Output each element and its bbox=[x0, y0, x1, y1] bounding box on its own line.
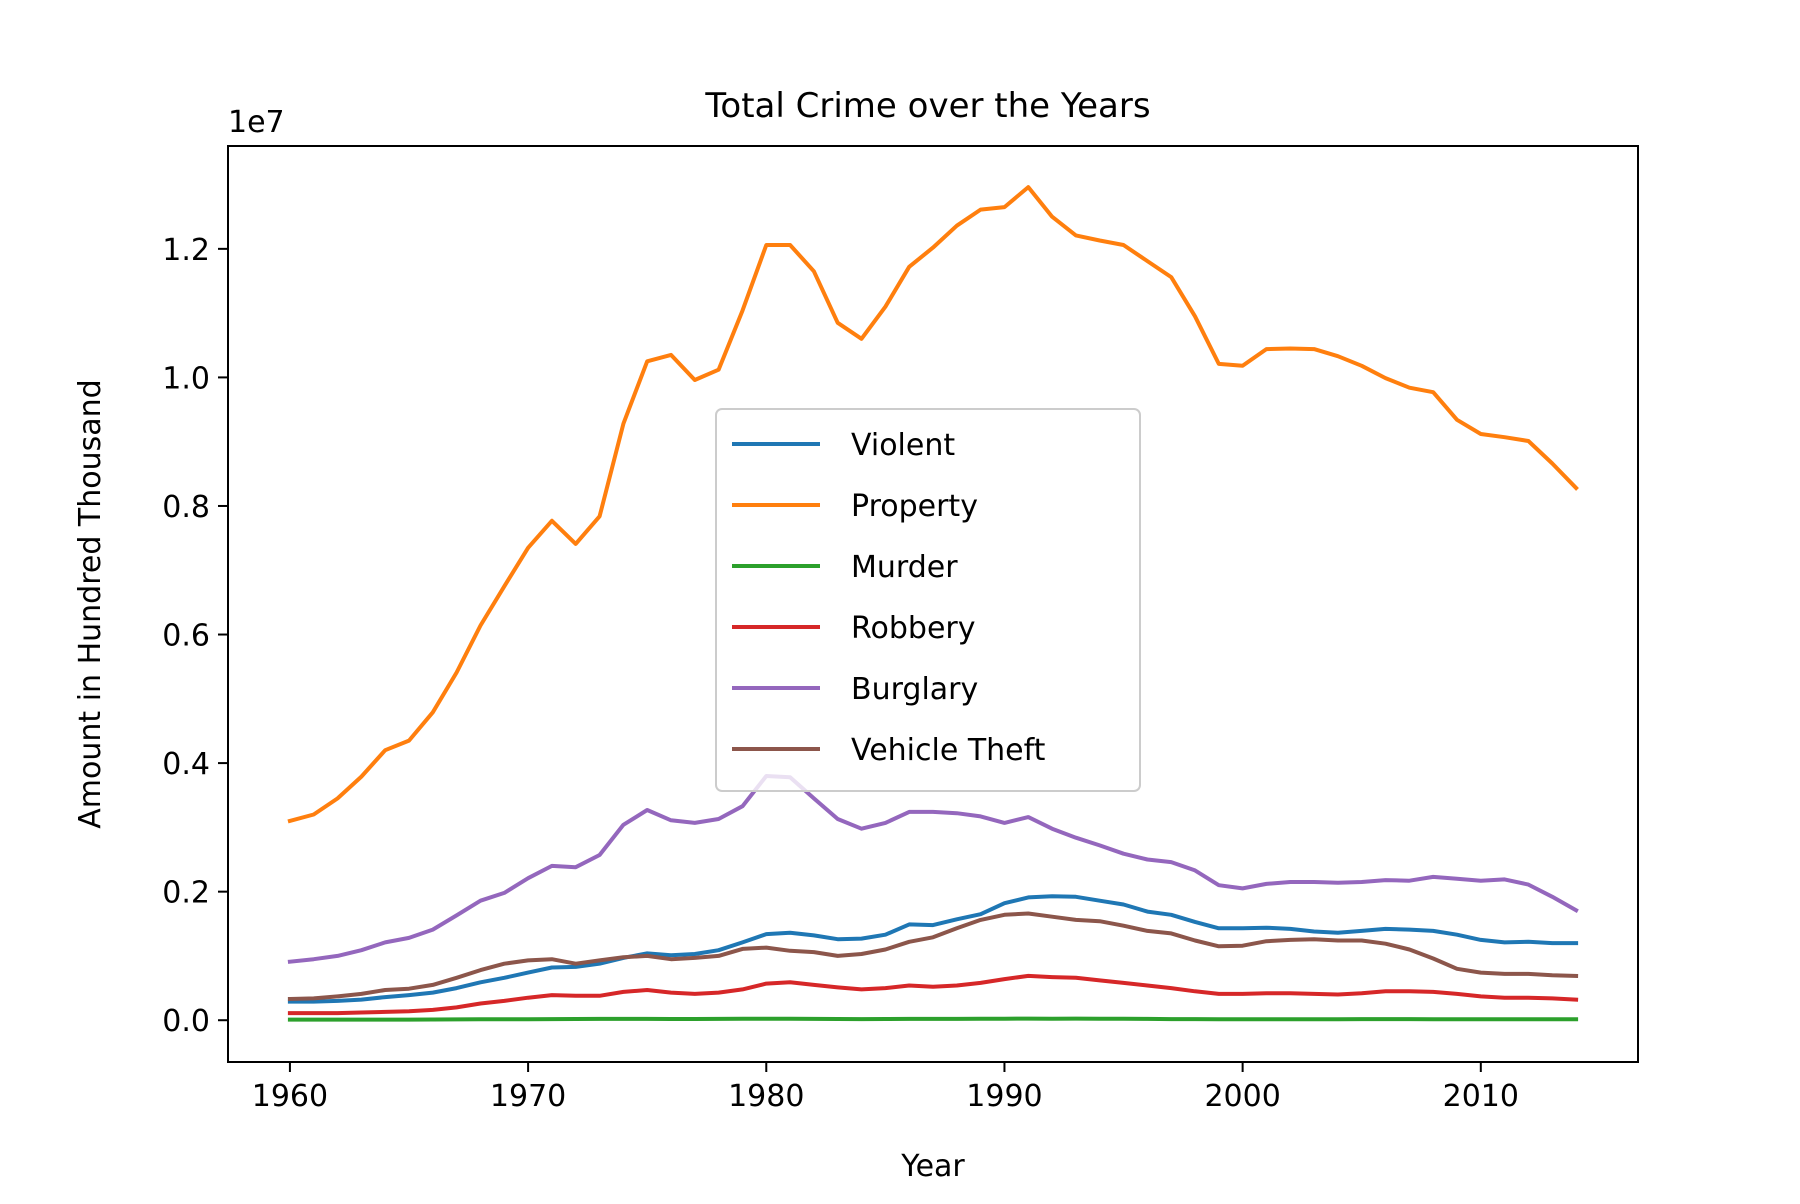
x-tick-label: 1990 bbox=[966, 1079, 1042, 1114]
series-line-burglary bbox=[287, 774, 1579, 964]
chart-title: Total Crime over the Years bbox=[704, 86, 1150, 126]
series-line-vehicle-theft bbox=[287, 911, 1579, 1002]
y-axis-offset-label: 1e7 bbox=[228, 105, 285, 140]
y-tick-label: 1.0 bbox=[162, 361, 210, 396]
x-tick-label: 1970 bbox=[490, 1079, 566, 1114]
series-line-robbery bbox=[287, 973, 1579, 1016]
legend-label-property: Property bbox=[851, 489, 978, 524]
series-line-violent bbox=[287, 894, 1579, 1004]
series-line-murder bbox=[287, 1016, 1579, 1022]
y-tick-label: 0.8 bbox=[162, 490, 210, 525]
legend: Violent Property Murder Robbery Burglary Vehi… bbox=[715, 408, 1141, 792]
legend-label-murder: Murder bbox=[851, 550, 958, 585]
y-tick-label: 0.0 bbox=[162, 1004, 210, 1039]
legend-box bbox=[715, 408, 1141, 792]
legend-label-violent: Violent bbox=[851, 428, 955, 463]
x-tick-label: 1960 bbox=[252, 1079, 328, 1114]
y-axis-ticks: 0.0 0.2 0.4 0.6 0.8 1.0 1.2 bbox=[162, 233, 228, 1039]
x-tick-label: 2000 bbox=[1204, 1079, 1280, 1114]
y-axis-label: Amount in Hundred Thousand bbox=[73, 379, 108, 828]
legend-label-burglary: Burglary bbox=[851, 672, 978, 707]
y-tick-label: 0.6 bbox=[162, 619, 210, 654]
x-tick-label: 1980 bbox=[728, 1079, 804, 1114]
legend-label-robbery: Robbery bbox=[851, 611, 975, 646]
series-line-property bbox=[287, 185, 1579, 824]
y-tick-label: 0.4 bbox=[162, 747, 210, 782]
y-tick-label: 0.2 bbox=[162, 876, 210, 911]
legend-label-vehicle-theft: Vehicle Theft bbox=[851, 733, 1046, 768]
y-tick-label: 1.2 bbox=[162, 233, 210, 268]
series-lines bbox=[287, 185, 1579, 1022]
x-axis-label: Year bbox=[900, 1149, 965, 1184]
axes-frame bbox=[227, 145, 1639, 1063]
x-axis-ticks: 1960 1970 1980 1990 2000 2010 bbox=[252, 1062, 1519, 1114]
x-tick-label: 2010 bbox=[1443, 1079, 1519, 1114]
